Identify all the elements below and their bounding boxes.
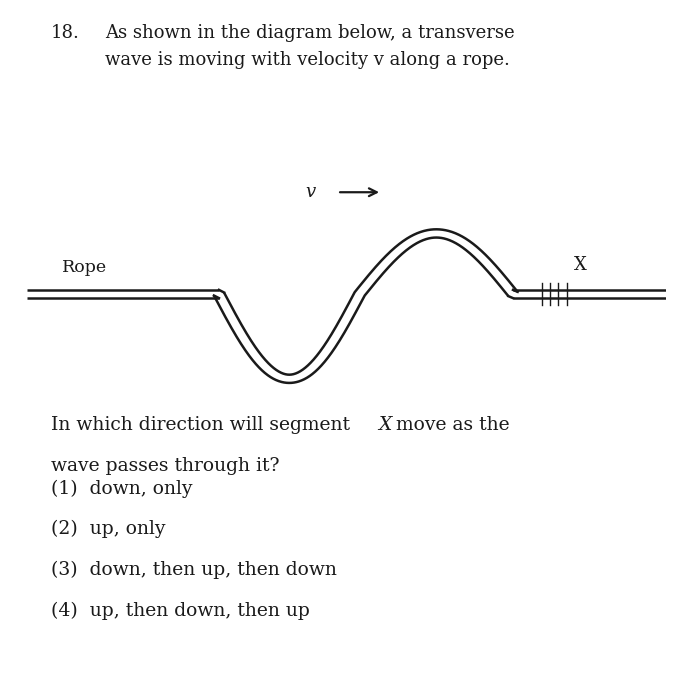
Text: (1)  down, only: (1) down, only (51, 480, 192, 498)
Text: X: X (574, 256, 587, 274)
Text: v: v (305, 183, 316, 201)
Text: (2)  up, only: (2) up, only (51, 520, 165, 538)
Text: In which direction will segment: In which direction will segment (51, 416, 356, 435)
Text: (4)  up, then down, then up: (4) up, then down, then up (51, 601, 310, 620)
Text: Rope: Rope (63, 258, 107, 276)
Text: X: X (378, 416, 392, 435)
Text: (3)  down, then up, then down: (3) down, then up, then down (51, 561, 337, 579)
Text: wave passes through it?: wave passes through it? (51, 457, 279, 475)
Text: As shown in the diagram below, a transverse
wave is moving with velocity v along: As shown in the diagram below, a transve… (105, 25, 515, 69)
Text: 18.: 18. (51, 25, 80, 43)
Text: move as the: move as the (390, 416, 510, 435)
